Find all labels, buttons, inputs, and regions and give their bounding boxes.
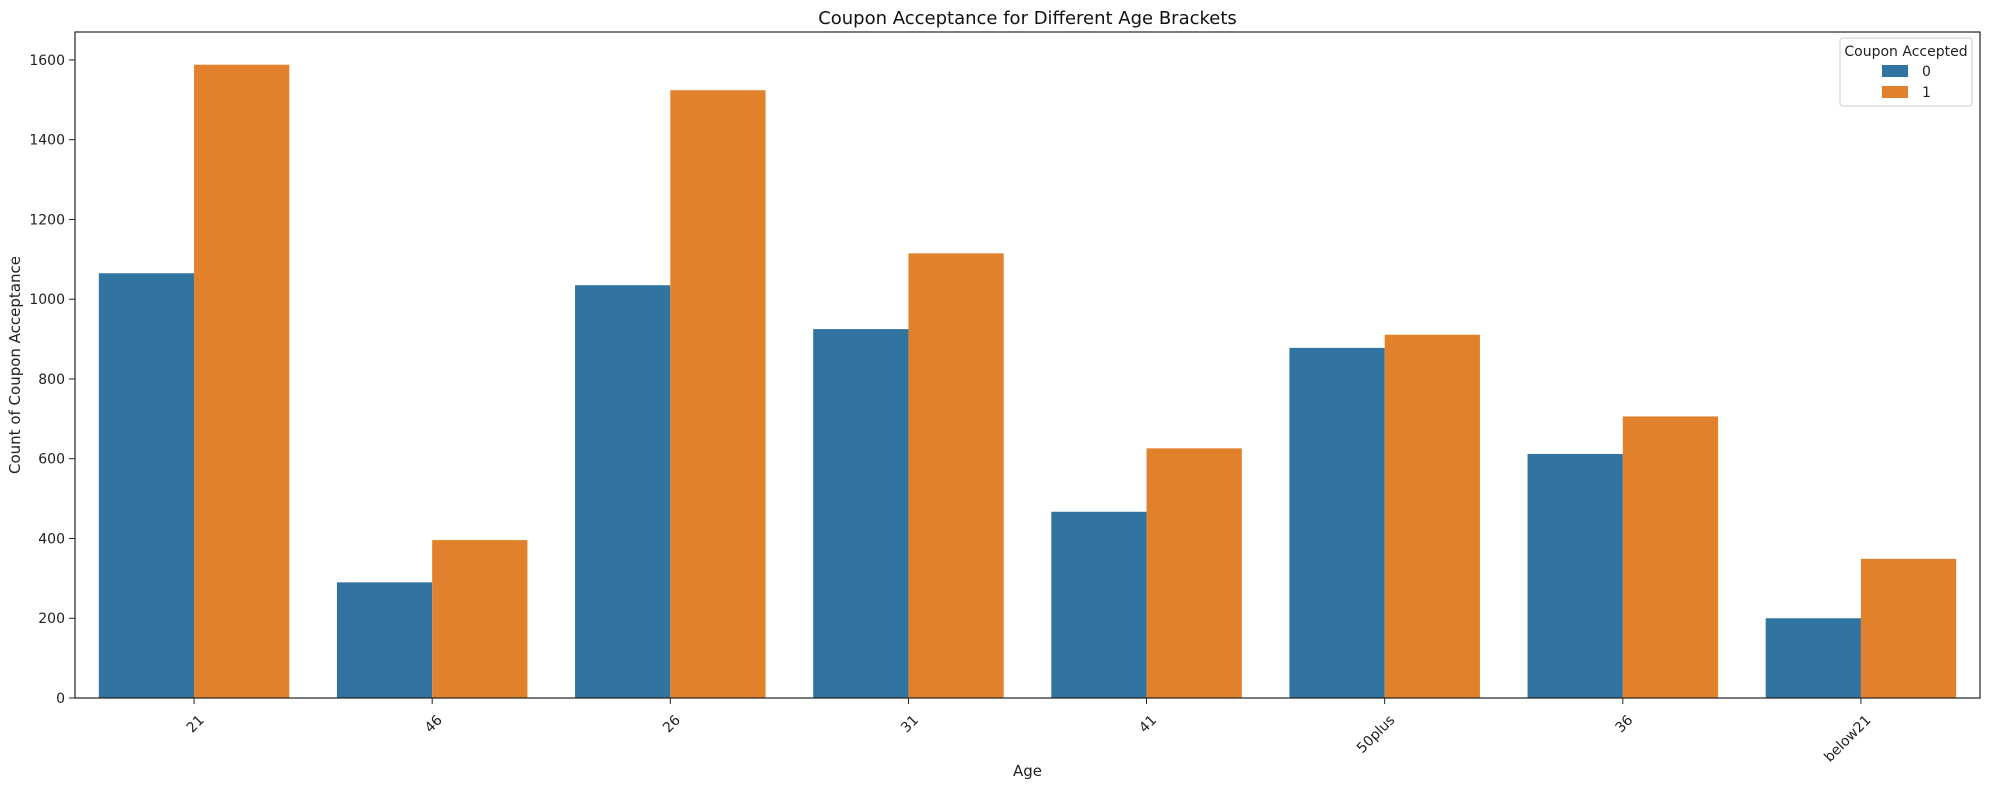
x-tick-label-41: 41 [1136, 712, 1160, 736]
bar-26-series-0 [575, 285, 671, 698]
bar-41-series-1 [1146, 448, 1242, 698]
bar-46-series-1 [432, 540, 528, 698]
bar-46-series-0 [336, 582, 433, 698]
x-tick-label-below21: below21 [1821, 712, 1874, 765]
x-tick-label-46: 46 [422, 712, 446, 736]
x-tick-label-36: 36 [1613, 712, 1637, 736]
y-tick-label: 400 [38, 531, 65, 547]
legend: Coupon Accepted 0 1 [1839, 37, 1973, 107]
y-tick-label: 1200 [29, 212, 65, 228]
y-tick-label: 1000 [29, 292, 65, 308]
x-tick-label-21: 21 [184, 712, 208, 736]
bar-31-series-1 [908, 253, 1004, 698]
bar-41-series-0 [1051, 511, 1147, 698]
bar-36-series-1 [1622, 416, 1719, 698]
bar-50plus-series-1 [1384, 334, 1480, 698]
y-tick-label: 600 [38, 452, 65, 468]
bar-below21-series-1 [1860, 558, 1957, 698]
y-tick-label: 1400 [29, 133, 65, 149]
x-axis-title: Age [1013, 762, 1042, 780]
bars-group [98, 64, 1957, 699]
y-axis: 0 200 400 600 800 1000 1200 1400 1600 [29, 53, 75, 707]
legend-label-0: 0 [1922, 64, 1931, 80]
bar-50plus-series-0 [1289, 347, 1385, 698]
legend-title: Coupon Accepted [1844, 44, 1967, 60]
y-tick-label: 800 [38, 372, 65, 388]
plot-frame [74, 31, 1981, 699]
x-tick-label-50plus: 50plus [1354, 712, 1398, 756]
x-tick-label-26: 26 [660, 712, 684, 736]
x-tick-label-31: 31 [898, 712, 922, 736]
y-tick-label: 1600 [29, 53, 65, 69]
bar-31-series-0 [813, 329, 909, 698]
bar-below21-series-0 [1765, 618, 1861, 698]
x-axis: 21 46 26 31 41 50plus 36 below21 [184, 698, 1875, 765]
bar-36-series-0 [1527, 453, 1623, 698]
chart-title: Coupon Acceptance for Different Age Brac… [818, 8, 1237, 29]
y-axis-title: Count of Coupon Acceptance [6, 256, 24, 474]
y-tick-label: 200 [38, 611, 65, 627]
bar-26-series-1 [670, 90, 766, 698]
bar-21-series-1 [194, 64, 290, 699]
bar-21-series-0 [98, 273, 195, 698]
legend-label-1: 1 [1922, 85, 1931, 101]
legend-swatch-1 [1882, 86, 1908, 98]
legend-swatch-0 [1882, 65, 1908, 77]
y-tick-label: 0 [56, 691, 65, 707]
